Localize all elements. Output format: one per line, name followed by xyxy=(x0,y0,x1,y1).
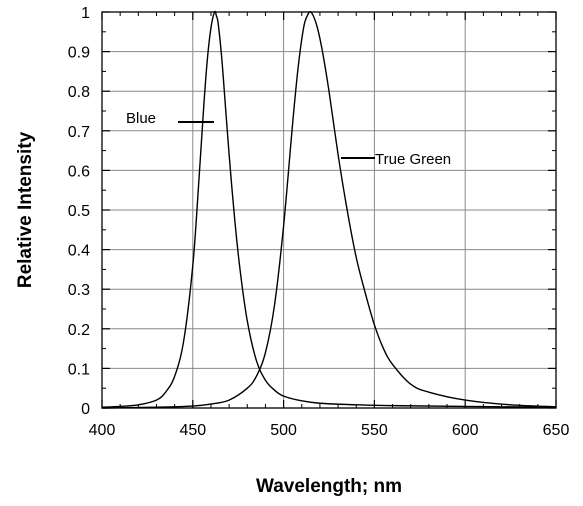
true-green-annotation-label: True Green xyxy=(375,151,451,168)
series-layer xyxy=(101,10,557,409)
y-tick-label: 0 xyxy=(81,401,90,418)
x-tick-label: 650 xyxy=(543,422,570,439)
y-axis-title: Relative Intensity xyxy=(15,131,36,288)
y-tick-label: 0.4 xyxy=(68,243,90,260)
x-tick-label: 450 xyxy=(179,422,206,439)
x-tick-labels: 400 450 500 550 600 650 xyxy=(89,422,570,439)
y-tick-label: 0.5 xyxy=(68,203,90,220)
y-tick-label: 0.6 xyxy=(68,163,90,180)
grid-lines xyxy=(102,12,556,408)
x-tick-label: 500 xyxy=(270,422,297,439)
y-tick-labels: 0 0.1 0.2 0.3 0.4 0.5 0.6 0.7 0.8 0.9 1 xyxy=(68,5,90,418)
y-tick-label: 0.2 xyxy=(68,322,90,339)
blue-series-line xyxy=(101,10,557,408)
x-axis-title: Wavelength; nm xyxy=(256,476,402,497)
x-tick-label: 600 xyxy=(452,422,479,439)
y-tick-label: 0.9 xyxy=(68,45,90,62)
x-tick-label: 400 xyxy=(89,422,116,439)
blue-annotation-label: Blue xyxy=(126,110,156,127)
y-tick-label: 0.1 xyxy=(68,361,90,378)
y-tick-label: 0.7 xyxy=(68,124,90,141)
y-tick-label: 0.3 xyxy=(68,282,90,299)
true-green-series-line xyxy=(101,10,557,409)
y-tick-label: 1 xyxy=(81,5,90,22)
x-tick-label: 550 xyxy=(361,422,388,439)
y-tick-label: 0.8 xyxy=(68,84,90,101)
axis-ticks xyxy=(101,11,557,409)
